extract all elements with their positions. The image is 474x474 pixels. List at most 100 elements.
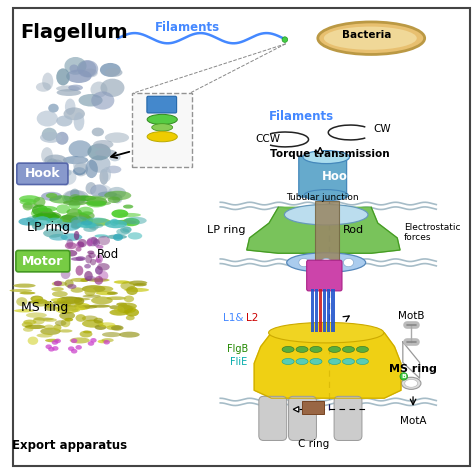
FancyBboxPatch shape bbox=[17, 163, 68, 184]
Ellipse shape bbox=[31, 208, 52, 219]
Ellipse shape bbox=[109, 309, 129, 316]
Ellipse shape bbox=[122, 227, 132, 232]
Ellipse shape bbox=[56, 68, 70, 85]
Ellipse shape bbox=[36, 333, 53, 337]
Ellipse shape bbox=[112, 220, 137, 225]
Ellipse shape bbox=[90, 259, 96, 265]
Ellipse shape bbox=[98, 340, 108, 343]
Ellipse shape bbox=[91, 237, 97, 245]
Ellipse shape bbox=[282, 358, 294, 365]
Ellipse shape bbox=[35, 163, 59, 171]
Ellipse shape bbox=[82, 285, 105, 292]
Ellipse shape bbox=[82, 316, 98, 321]
Ellipse shape bbox=[343, 258, 354, 267]
Ellipse shape bbox=[71, 217, 89, 225]
Text: Export apparatus: Export apparatus bbox=[12, 438, 127, 452]
Polygon shape bbox=[293, 407, 299, 412]
Ellipse shape bbox=[128, 232, 142, 239]
Ellipse shape bbox=[71, 219, 82, 228]
Ellipse shape bbox=[123, 218, 140, 226]
Ellipse shape bbox=[19, 195, 40, 203]
Text: MS ring: MS ring bbox=[389, 365, 437, 374]
Ellipse shape bbox=[74, 303, 91, 310]
FancyBboxPatch shape bbox=[299, 156, 346, 197]
Text: L1&: L1& bbox=[223, 313, 244, 323]
Ellipse shape bbox=[73, 112, 84, 131]
Ellipse shape bbox=[75, 314, 86, 322]
Ellipse shape bbox=[89, 224, 99, 230]
Ellipse shape bbox=[405, 379, 418, 387]
FancyBboxPatch shape bbox=[327, 290, 330, 332]
Ellipse shape bbox=[303, 151, 349, 164]
Ellipse shape bbox=[43, 318, 57, 322]
Ellipse shape bbox=[69, 64, 79, 73]
Ellipse shape bbox=[23, 203, 38, 209]
Ellipse shape bbox=[22, 322, 33, 328]
Ellipse shape bbox=[69, 140, 91, 158]
Ellipse shape bbox=[92, 128, 104, 137]
FancyBboxPatch shape bbox=[147, 96, 177, 113]
Text: Filaments: Filaments bbox=[155, 21, 220, 35]
Ellipse shape bbox=[19, 292, 36, 294]
Ellipse shape bbox=[64, 318, 73, 321]
FancyBboxPatch shape bbox=[319, 290, 322, 332]
Ellipse shape bbox=[34, 299, 47, 304]
Ellipse shape bbox=[28, 301, 39, 303]
Ellipse shape bbox=[44, 325, 54, 330]
Ellipse shape bbox=[46, 345, 52, 349]
Ellipse shape bbox=[105, 132, 129, 143]
Text: Motor: Motor bbox=[22, 255, 64, 268]
Ellipse shape bbox=[55, 306, 74, 310]
Ellipse shape bbox=[23, 319, 36, 325]
Ellipse shape bbox=[117, 305, 136, 313]
Ellipse shape bbox=[85, 182, 96, 194]
Ellipse shape bbox=[77, 221, 96, 228]
Ellipse shape bbox=[64, 57, 87, 75]
Ellipse shape bbox=[64, 280, 73, 288]
Ellipse shape bbox=[94, 276, 103, 285]
Ellipse shape bbox=[73, 162, 88, 176]
Ellipse shape bbox=[56, 85, 80, 91]
Ellipse shape bbox=[61, 233, 82, 241]
Ellipse shape bbox=[59, 311, 75, 319]
Ellipse shape bbox=[93, 286, 113, 292]
Ellipse shape bbox=[69, 200, 81, 210]
Ellipse shape bbox=[87, 218, 111, 226]
Ellipse shape bbox=[32, 205, 48, 216]
Ellipse shape bbox=[71, 338, 77, 343]
Ellipse shape bbox=[108, 187, 126, 199]
Ellipse shape bbox=[90, 184, 108, 198]
Ellipse shape bbox=[304, 190, 348, 201]
Ellipse shape bbox=[33, 317, 45, 324]
Ellipse shape bbox=[41, 192, 62, 201]
Ellipse shape bbox=[152, 124, 173, 131]
Ellipse shape bbox=[109, 305, 120, 310]
Ellipse shape bbox=[18, 218, 38, 226]
Ellipse shape bbox=[123, 205, 133, 209]
Ellipse shape bbox=[59, 169, 72, 176]
Ellipse shape bbox=[79, 94, 103, 107]
Ellipse shape bbox=[287, 253, 365, 272]
Ellipse shape bbox=[106, 325, 121, 330]
Ellipse shape bbox=[36, 211, 61, 220]
Ellipse shape bbox=[23, 202, 33, 210]
Ellipse shape bbox=[328, 358, 341, 365]
FancyBboxPatch shape bbox=[259, 396, 287, 440]
Ellipse shape bbox=[75, 256, 86, 261]
Ellipse shape bbox=[125, 308, 139, 317]
Ellipse shape bbox=[107, 292, 118, 295]
Ellipse shape bbox=[54, 281, 62, 286]
Text: CW: CW bbox=[374, 124, 391, 134]
Ellipse shape bbox=[57, 219, 71, 224]
Ellipse shape bbox=[56, 89, 81, 96]
Ellipse shape bbox=[147, 114, 177, 125]
Ellipse shape bbox=[41, 147, 53, 164]
Ellipse shape bbox=[116, 302, 127, 306]
Text: FliE: FliE bbox=[230, 357, 247, 367]
Ellipse shape bbox=[71, 224, 80, 229]
Ellipse shape bbox=[100, 79, 125, 97]
Ellipse shape bbox=[57, 258, 64, 268]
FancyBboxPatch shape bbox=[307, 260, 342, 291]
Ellipse shape bbox=[65, 299, 82, 307]
Ellipse shape bbox=[282, 37, 288, 42]
